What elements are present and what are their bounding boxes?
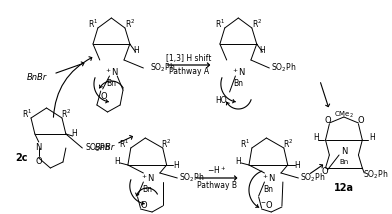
Text: SO$_2$Ph: SO$_2$Ph — [300, 172, 326, 184]
Text: $^+$N: $^+$N — [261, 172, 276, 184]
Text: Bn: Bn — [233, 79, 243, 89]
Text: R$^2$: R$^2$ — [283, 138, 293, 150]
Text: R$^1$: R$^1$ — [119, 138, 129, 150]
Text: SO$_2$Ph: SO$_2$Ph — [271, 62, 297, 74]
Text: Pathway A: Pathway A — [169, 67, 209, 76]
Text: $^+$N: $^+$N — [104, 66, 119, 78]
Text: H: H — [236, 158, 241, 166]
Text: R$^1$: R$^1$ — [22, 108, 32, 120]
Text: R$^1$: R$^1$ — [240, 138, 250, 150]
Text: Pathway B: Pathway B — [197, 180, 237, 190]
Text: SO$_2$Ph: SO$_2$Ph — [179, 172, 205, 184]
Text: O: O — [35, 158, 42, 166]
Text: SO$_2$Ph: SO$_2$Ph — [150, 62, 176, 74]
Text: O: O — [357, 116, 364, 125]
Text: $^+$N: $^+$N — [140, 172, 155, 184]
Text: N: N — [36, 144, 42, 153]
Text: R$^1$: R$^1$ — [88, 18, 98, 30]
Text: SO$_2$Ph: SO$_2$Ph — [363, 169, 389, 181]
Text: H: H — [133, 46, 138, 55]
Text: $^{−}$O: $^{−}$O — [260, 199, 273, 211]
Text: [1,3] H shift: [1,3] H shift — [166, 54, 212, 62]
Text: H: H — [114, 158, 120, 166]
Text: Bn: Bn — [263, 186, 273, 195]
Text: O: O — [321, 168, 328, 177]
Text: SO$_2$Ph: SO$_2$Ph — [85, 142, 111, 154]
Text: H: H — [369, 134, 375, 143]
Text: BnBr: BnBr — [27, 73, 47, 83]
Text: 12a: 12a — [334, 183, 354, 193]
Text: BnBr: BnBr — [94, 144, 115, 153]
Text: H: H — [173, 160, 179, 169]
Text: R$^1$: R$^1$ — [215, 18, 225, 30]
Text: O: O — [140, 201, 147, 210]
Text: R$^2$: R$^2$ — [162, 138, 172, 150]
Text: $-$H$^+$: $-$H$^+$ — [207, 164, 227, 176]
Text: H: H — [313, 134, 319, 143]
Text: HO: HO — [215, 95, 227, 104]
Text: Bn: Bn — [106, 79, 116, 89]
Text: R$^2$: R$^2$ — [125, 18, 135, 30]
Text: R$^2$: R$^2$ — [252, 18, 262, 30]
Text: Bn: Bn — [339, 159, 348, 165]
Text: $^+$N: $^+$N — [231, 66, 246, 78]
Text: R$^2$: R$^2$ — [61, 108, 71, 120]
Text: 2c: 2c — [15, 153, 27, 163]
Text: H: H — [294, 160, 300, 169]
Text: O: O — [324, 116, 331, 125]
Text: CMe$_2$: CMe$_2$ — [334, 110, 354, 120]
Text: H: H — [260, 46, 265, 55]
Text: H: H — [72, 129, 78, 138]
Text: Bn: Bn — [142, 186, 152, 195]
Text: O: O — [100, 92, 107, 101]
Text: N: N — [341, 147, 347, 156]
